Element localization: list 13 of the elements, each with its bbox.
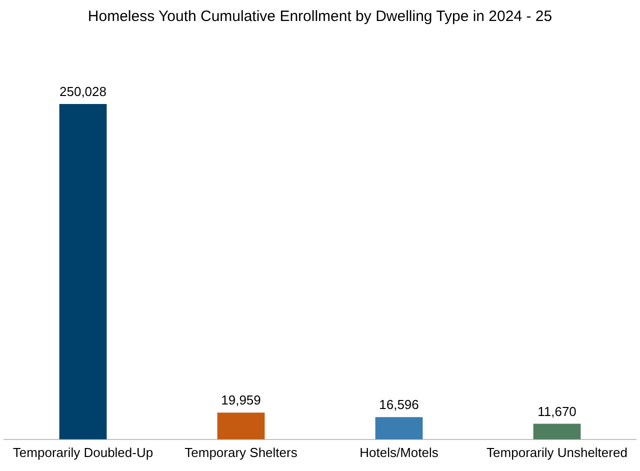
bar bbox=[533, 424, 581, 440]
x-tick-label: Hotels/Motels bbox=[360, 444, 439, 460]
data-label: 19,959 bbox=[221, 392, 261, 408]
bar bbox=[375, 417, 423, 440]
x-tick-label: Temporarily Doubled-Up bbox=[12, 444, 154, 460]
x-tick-label: Temporarily Unsheltered bbox=[486, 444, 628, 460]
data-label: 16,596 bbox=[379, 397, 419, 412]
data-label: 250,028 bbox=[60, 84, 106, 100]
data-label: 11,670 bbox=[538, 404, 576, 419]
bar bbox=[59, 104, 107, 440]
x-tick-label: Temporary Shelters bbox=[184, 444, 298, 460]
bar bbox=[217, 412, 265, 440]
chart-title: Homeless Youth Cumulative Enrollment by Dwelling Type in 2024 - 25 bbox=[88, 8, 552, 26]
